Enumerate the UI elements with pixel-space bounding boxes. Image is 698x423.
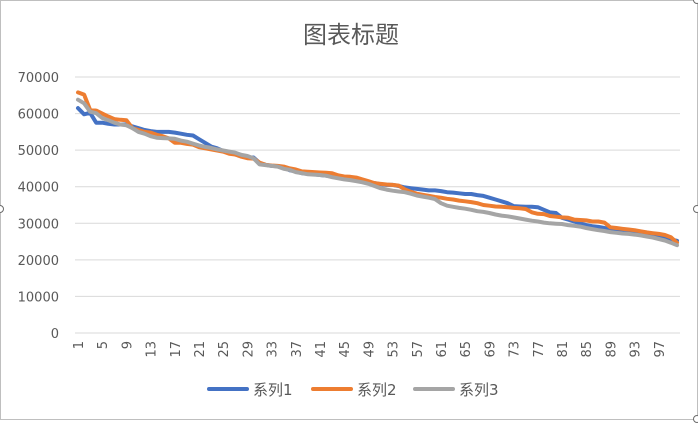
x-axis-tick-labels: 1 5 9 13 17 21 25 29 33 37 41 45 49 53 57 61 65 69 73 77 81 8… (72, 341, 668, 358)
x-tick-label: 57 (411, 341, 426, 358)
legend: 系列1 系列2 系列3 (207, 381, 499, 399)
x-tick-label: 37 (290, 341, 305, 358)
y-tick-label: 0 (51, 327, 59, 342)
y-tick-label: 30000 (18, 217, 59, 232)
y-axis-tick-labels: 0 10000 20000 30000 40000 50000 60000 70000 (18, 71, 59, 342)
chart-title: 图表标题 (303, 21, 399, 49)
x-tick-label: 17 (169, 341, 184, 358)
x-tick-label: 41 (314, 341, 329, 358)
y-tick-label: 60000 (18, 108, 59, 123)
x-tick-label: 61 (435, 341, 450, 358)
x-tick-label: 5 (96, 341, 111, 349)
x-tick-label: 21 (193, 341, 208, 358)
resize-handle-top-right[interactable] (693, 0, 698, 4)
series-line-系列3[interactable] (76, 97, 679, 248)
series-lines (76, 90, 679, 248)
y-tick-label: 50000 (18, 144, 59, 159)
x-tick-label: 65 (459, 341, 474, 358)
y-tick-label: 70000 (18, 71, 59, 86)
x-tick-label: 81 (556, 341, 571, 358)
resize-handle-right[interactable] (693, 205, 698, 213)
y-tick-label: 10000 (18, 290, 59, 305)
legend-label: 系列1 (253, 381, 293, 399)
legend-label: 系列3 (459, 381, 499, 399)
resize-handle-bottom-right[interactable] (693, 415, 698, 423)
legend-label: 系列2 (357, 381, 397, 399)
x-tick-label: 9 (120, 341, 135, 349)
x-tick-label: 89 (604, 341, 619, 358)
series-line-系列2[interactable] (76, 90, 679, 245)
x-tick-label: 29 (241, 341, 256, 358)
x-tick-label: 13 (145, 341, 160, 358)
x-tick-label: 97 (653, 341, 668, 358)
x-tick-label: 1 (72, 341, 87, 349)
x-tick-label: 69 (483, 341, 498, 358)
y-tick-label: 40000 (18, 181, 59, 196)
x-tick-label: 77 (532, 341, 547, 358)
y-tick-label: 20000 (18, 254, 59, 269)
x-tick-label: 53 (387, 341, 402, 358)
x-tick-label: 45 (338, 341, 353, 358)
x-tick-label: 85 (580, 341, 595, 358)
x-tick-label: 73 (508, 341, 523, 358)
x-tick-label: 49 (362, 341, 377, 358)
x-tick-label: 93 (629, 341, 644, 358)
x-tick-label: 33 (266, 341, 281, 358)
gridlines (75, 76, 680, 297)
x-tick-label: 25 (217, 341, 232, 358)
